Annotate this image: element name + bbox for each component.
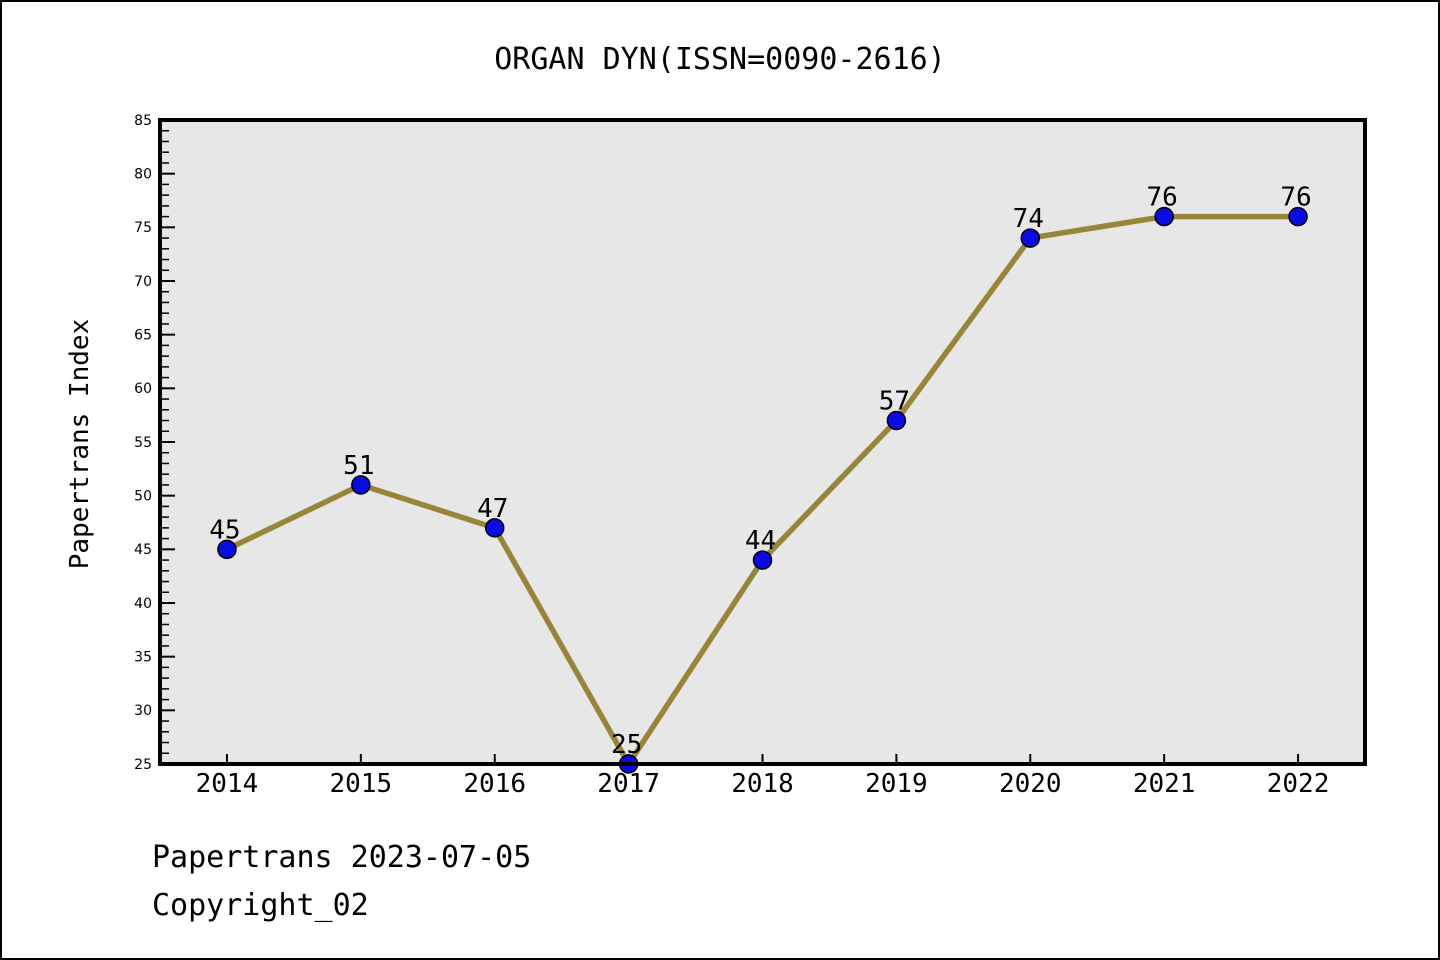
y-axis-tick-label: 60 bbox=[134, 381, 152, 397]
y-axis-tick-label: 50 bbox=[134, 489, 152, 505]
y-axis-tick-label: 70 bbox=[134, 274, 152, 290]
data-point-label: 44 bbox=[745, 526, 776, 556]
data-point-label: 47 bbox=[477, 494, 508, 524]
x-axis-tick-label: 2016 bbox=[463, 769, 526, 799]
data-point bbox=[217, 539, 237, 560]
plot-border bbox=[158, 118, 1367, 766]
data-point bbox=[1020, 228, 1041, 248]
data-point bbox=[1154, 206, 1174, 227]
data-point-label: 25 bbox=[611, 730, 642, 760]
x-axis-tick-label: 2020 bbox=[999, 769, 1062, 799]
x-axis-tick-label: 2015 bbox=[330, 769, 393, 799]
data-point-label: 57 bbox=[879, 387, 910, 417]
data-point bbox=[351, 475, 371, 495]
x-axis-tick-label: 2022 bbox=[1267, 769, 1330, 799]
y-axis-tick-label: 45 bbox=[134, 542, 152, 558]
data-point bbox=[752, 550, 773, 570]
chart-title: ORGAN DYN(ISSN=0090-2616) bbox=[494, 42, 946, 77]
x-axis-tick-label: 2019 bbox=[865, 769, 928, 799]
y-axis-tick-label: 40 bbox=[134, 596, 152, 612]
data-point-label: 74 bbox=[1013, 204, 1044, 234]
x-axis-tick-label: 2014 bbox=[196, 769, 259, 799]
data-point-label: 45 bbox=[209, 515, 240, 545]
data-point bbox=[1288, 206, 1308, 227]
plot-area bbox=[160, 120, 1365, 764]
y-axis-tick-label: 55 bbox=[134, 435, 152, 451]
y-axis-tick-label: 75 bbox=[134, 220, 152, 236]
x-axis-tick-label: 2021 bbox=[1133, 769, 1196, 799]
y-axis-tick-label: 30 bbox=[134, 703, 152, 719]
y-axis-tick-label: 25 bbox=[134, 757, 152, 773]
y-axis-tick-label: 65 bbox=[134, 328, 152, 344]
x-axis-tick-label: 2017 bbox=[597, 769, 660, 799]
x-axis-tick-label: 2018 bbox=[731, 769, 794, 799]
footer-source-date: Papertrans 2023-07-05 bbox=[152, 840, 532, 875]
y-axis-title: Papertrans Index bbox=[65, 318, 95, 570]
data-point-label: 76 bbox=[1280, 183, 1311, 213]
y-axis-tick-label: 80 bbox=[134, 167, 152, 183]
data-point-label: 76 bbox=[1147, 183, 1178, 213]
footer-copyright: Copyright_02 bbox=[152, 888, 369, 923]
data-point-label: 51 bbox=[343, 451, 374, 481]
data-point bbox=[484, 518, 505, 538]
y-axis-tick-label: 85 bbox=[134, 113, 152, 129]
data-point bbox=[886, 410, 907, 431]
y-axis-tick-label: 35 bbox=[134, 650, 152, 666]
